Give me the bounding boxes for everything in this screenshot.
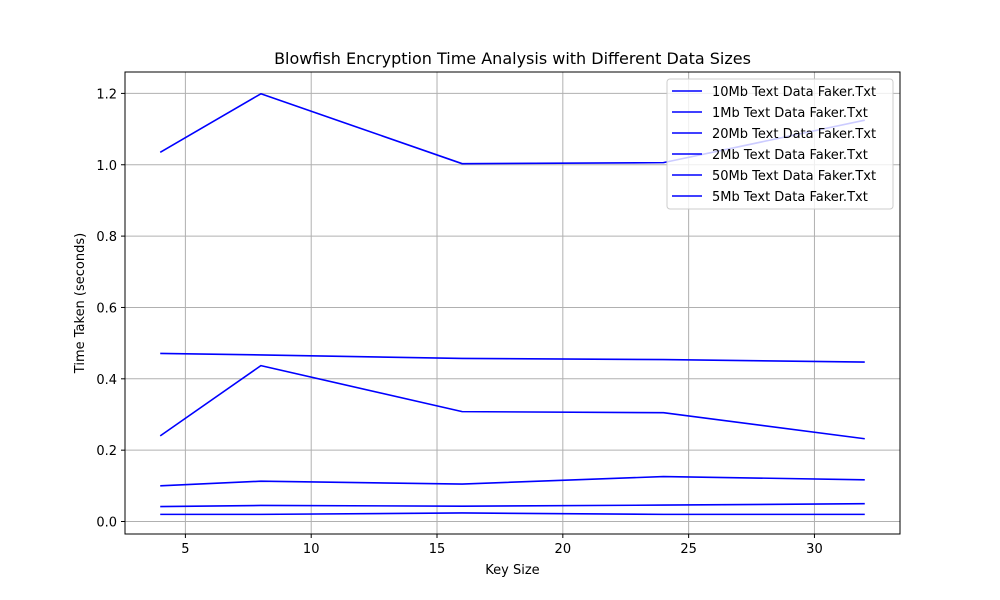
y-tick-label: 1.2	[96, 87, 117, 102]
series-line-0	[159, 364, 865, 440]
series-line-1	[160, 512, 865, 516]
x-tick-label: 20	[555, 542, 572, 557]
legend: 10Mb Text Data Faker.Txt 1Mb Text Data Fa…	[666, 78, 894, 210]
legend-entry: 10Mb Text Data Faker.Txt	[712, 85, 876, 100]
series-line-2	[160, 352, 865, 363]
series-line-3	[160, 502, 865, 508]
ticks: 5 10 15 20 25 30 0.0 0.2 0.4 0.6 0.8 1.0 1.2	[96, 87, 822, 557]
y-tick-label: 0.8	[96, 230, 117, 245]
x-tick-label: 30	[806, 542, 823, 557]
legend-entry: 20Mb Text Data Faker.Txt	[712, 127, 876, 142]
plot-frame	[124, 71, 901, 535]
legend-entry: 5Mb Text Data Faker.Txt	[712, 190, 868, 205]
x-tick-label: 15	[429, 542, 446, 557]
y-tick-label: 0.6	[96, 301, 117, 316]
x-tick-label: 5	[181, 542, 189, 557]
y-axis-label: Time Taken (seconds)	[73, 233, 88, 374]
legend-entry: 50Mb Text Data Faker.Txt	[712, 169, 876, 184]
y-tick-label: 0.4	[96, 373, 117, 388]
legend-entry: 2Mb Text Data Faker.Txt	[712, 148, 868, 163]
legend-entry: 1Mb Text Data Faker.Txt	[712, 106, 868, 121]
x-tick-label: 10	[303, 542, 320, 557]
y-tick-label: 0.0	[96, 516, 117, 531]
y-tick-label: 0.2	[96, 444, 117, 459]
chart-title: Blowfish Encryption Time Analysis with D…	[274, 49, 751, 68]
series-group	[159, 92, 865, 516]
y-tick-label: 1.0	[96, 159, 117, 174]
legend-box	[666, 78, 894, 210]
x-tick-label: 25	[680, 542, 697, 557]
series-line-5	[160, 475, 865, 487]
x-axis-label: Key Size	[485, 563, 539, 578]
